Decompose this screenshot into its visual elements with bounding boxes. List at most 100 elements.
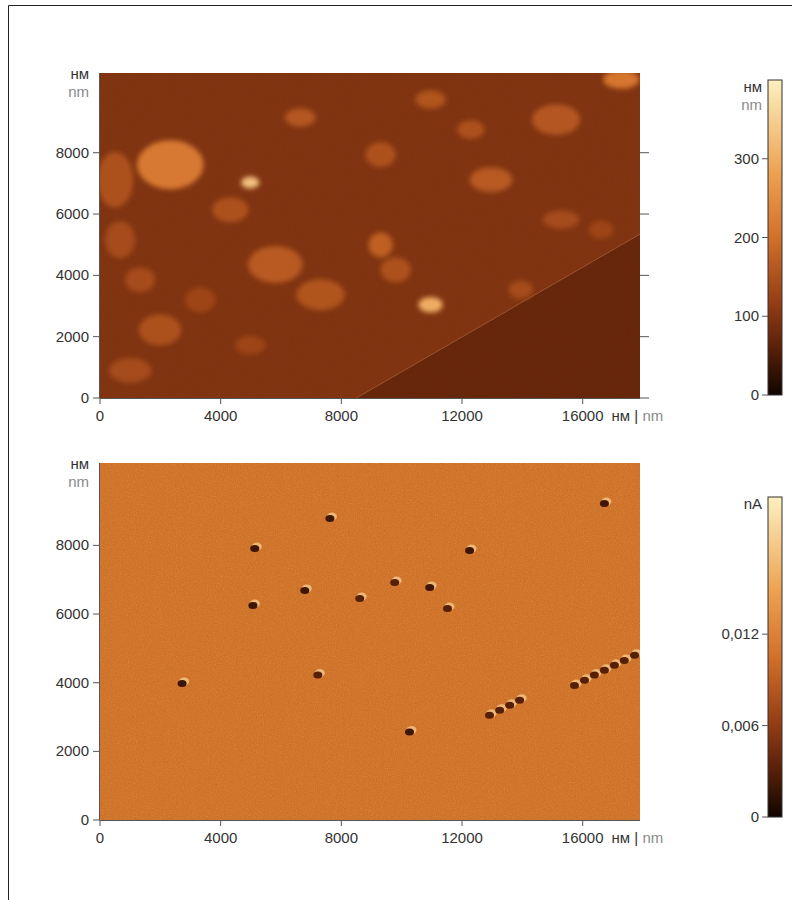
colorbar-tick-label: 0 — [751, 386, 759, 403]
surface-feature — [185, 288, 215, 313]
y-axis-title: нм — [70, 455, 89, 472]
surface-feature — [105, 221, 135, 258]
current-spot — [300, 587, 309, 594]
x-tick — [100, 820, 101, 826]
surface-feature — [419, 297, 443, 312]
colorbar-tick — [762, 158, 768, 159]
surface-feature — [248, 246, 302, 283]
x-tick — [582, 398, 583, 404]
x-tick — [462, 398, 463, 404]
x-tick-label: 4000 — [204, 407, 237, 424]
surface-feature — [603, 73, 639, 89]
plot-area — [100, 73, 640, 398]
current-spot — [405, 729, 414, 736]
surface-feature — [470, 167, 512, 192]
y-tick-right — [640, 275, 649, 276]
texture — [100, 463, 640, 820]
x-axis-line — [100, 820, 640, 821]
surface-feature — [139, 315, 181, 346]
colorbar-scale — [768, 497, 782, 817]
surface-feature — [296, 279, 344, 310]
current-spot — [600, 667, 609, 674]
y-tick-right — [640, 152, 649, 153]
y-tick-label: 2000 — [56, 742, 89, 759]
axes: 040008000120001600002000400060008000нм |… — [56, 455, 664, 846]
surface-feature — [589, 221, 613, 239]
current-spot — [425, 584, 434, 591]
surface-feature — [369, 232, 393, 257]
y-tick — [93, 275, 100, 276]
surface-feature — [235, 336, 265, 354]
colorbar-tick-label: 100 — [734, 307, 759, 324]
y-tick — [93, 214, 100, 215]
current-spot — [505, 702, 514, 709]
x-tick-label: 16000 — [562, 829, 604, 846]
colorbar-scale — [768, 80, 782, 395]
current-spot — [485, 712, 494, 719]
x-tick-label: 0 — [96, 829, 104, 846]
x-axis-title-part: нм — [612, 407, 631, 424]
x-axis-title: нм | nm — [612, 407, 664, 424]
x-tick — [462, 820, 463, 826]
colorbar-tick-label: 0,012 — [721, 625, 759, 642]
current-spot — [248, 602, 257, 609]
colorbar-title: нм — [743, 78, 762, 95]
x-axis-title-part: nm — [638, 407, 663, 424]
y-tick-label: 6000 — [56, 605, 89, 622]
x-tick-label: 16000 — [562, 407, 604, 424]
frame — [8, 6, 9, 900]
colorbar-tick — [762, 316, 768, 317]
current-spot — [325, 515, 334, 522]
x-axis-title-part: | — [630, 407, 638, 424]
surface-feature — [366, 142, 396, 167]
y-tick-label: 6000 — [56, 205, 89, 222]
surface — [100, 73, 640, 398]
y-tick-right — [640, 214, 649, 215]
colorbar-tick-label: 300 — [734, 150, 759, 167]
surface-feature — [457, 120, 484, 138]
y-tick — [93, 751, 100, 752]
colorbar-title: nA — [744, 495, 762, 512]
y-tick-label: 8000 — [56, 536, 89, 553]
current-spot — [390, 579, 399, 586]
surface-feature — [137, 140, 203, 189]
x-tick — [220, 820, 221, 826]
x-tick — [220, 398, 221, 404]
y-tick — [93, 614, 100, 615]
colorbar-tick — [762, 395, 768, 396]
colorbar-tick — [762, 817, 768, 818]
surface-feature — [109, 358, 151, 383]
y-tick — [93, 545, 100, 546]
current-spot — [495, 707, 504, 714]
page: {"chart_data": [ {"type": "image", "xlab… — [0, 0, 792, 900]
y-axis-line — [99, 73, 100, 398]
colorbar-tick-label: 0,006 — [721, 717, 759, 734]
colorbar-tick — [762, 725, 768, 726]
y-axis-title: nm — [68, 473, 89, 490]
colorbar-tick-label: 200 — [734, 229, 759, 246]
y-tick — [93, 152, 100, 153]
y-tick-right — [640, 336, 649, 337]
x-tick — [341, 820, 342, 826]
colorbar-tick — [762, 634, 768, 635]
x-tick-label: 8000 — [325, 829, 358, 846]
current-spot — [250, 545, 259, 552]
surface-feature — [100, 152, 133, 207]
y-tick — [93, 820, 100, 821]
x-axis-title-part: | — [630, 829, 638, 846]
y-tick-label: 4000 — [56, 674, 89, 691]
current-spot — [355, 595, 364, 602]
colorbar-tick — [762, 237, 768, 238]
surface-feature — [241, 176, 259, 188]
colorbar: 0 100 200 300 нмnm — [734, 78, 782, 403]
current-spot — [570, 682, 579, 689]
current-spot — [178, 680, 187, 687]
figure: 040008000120001600002000400060008000нм |… — [0, 0, 792, 900]
y-tick — [93, 398, 100, 399]
colorbar-title: nm — [741, 96, 762, 113]
y-tick-label: 8000 — [56, 144, 89, 161]
current-spot — [590, 672, 599, 679]
current-spot — [580, 677, 589, 684]
current-spot — [630, 652, 639, 659]
x-tick-label: 8000 — [325, 407, 358, 424]
